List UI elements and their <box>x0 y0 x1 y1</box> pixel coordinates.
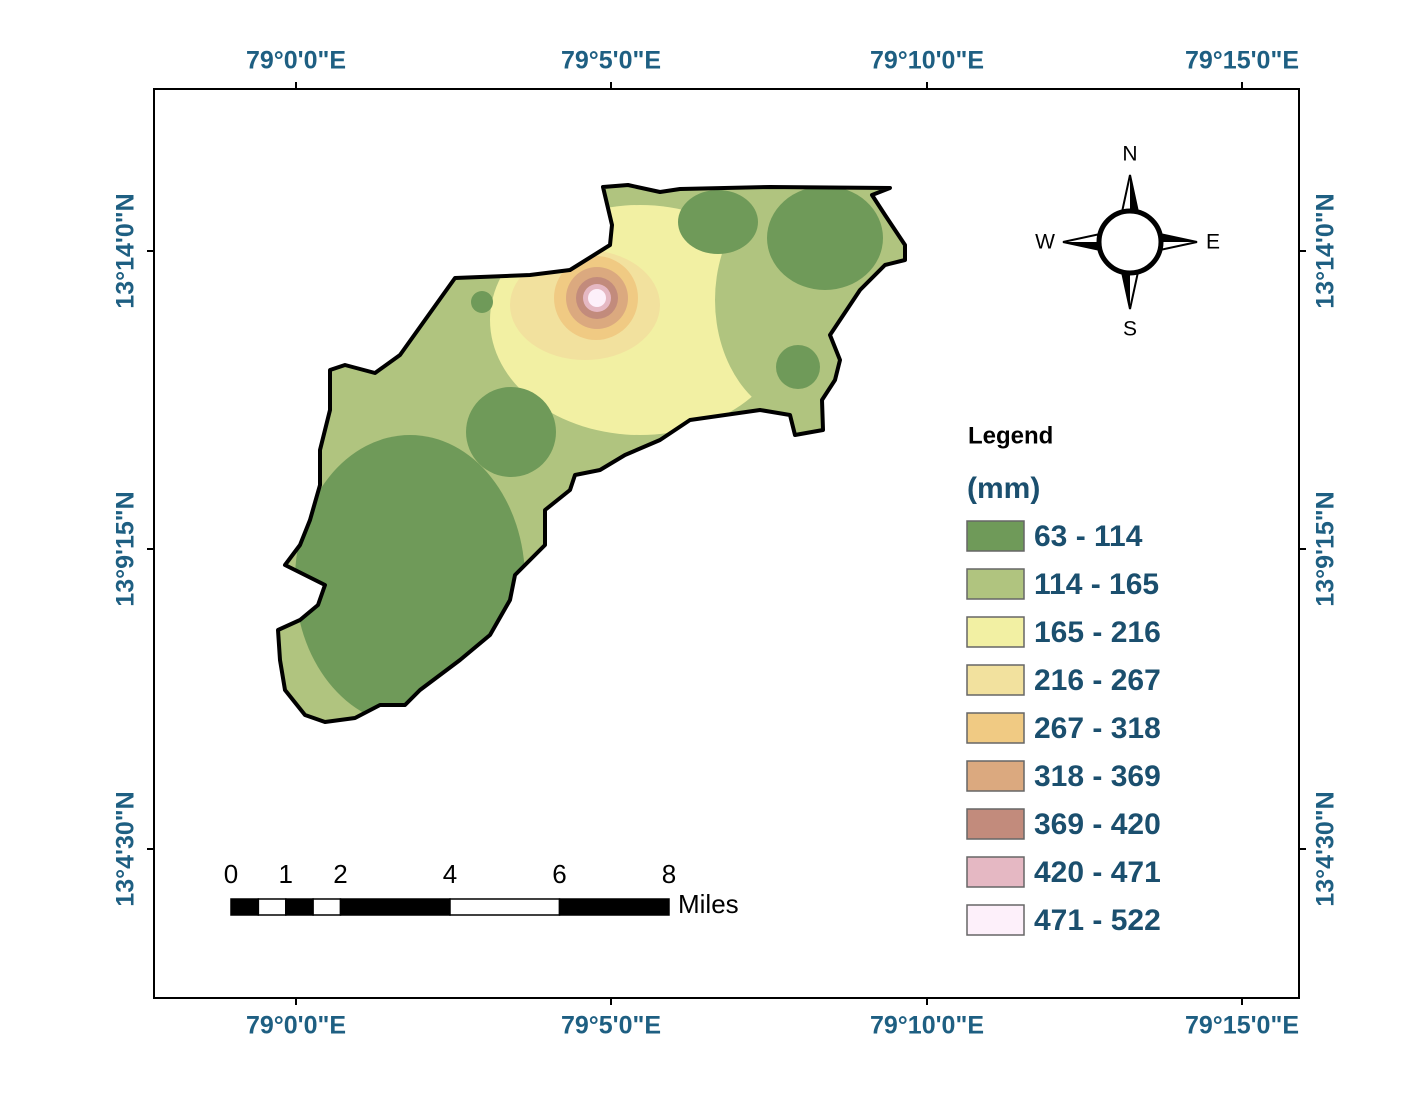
latitude-label: 13°4'30"N <box>112 791 140 906</box>
zone <box>466 387 556 477</box>
legend-swatch <box>966 904 1025 936</box>
zone <box>588 289 606 307</box>
zone <box>678 190 758 254</box>
latitude-label: 13°14'0"N <box>1312 193 1340 308</box>
scale-label: 0 <box>224 859 238 889</box>
longitude-label: 79°0'0"E <box>246 1012 346 1040</box>
longitude-label: 79°5'0"E <box>561 47 661 75</box>
longitude-label: 79°10'0"E <box>870 1012 984 1040</box>
scale-segment <box>339 898 451 916</box>
legend-label: 318 - 369 <box>1034 760 1161 793</box>
legend-title: Legend <box>968 422 1053 449</box>
legend-swatch <box>966 760 1025 792</box>
scale-segment <box>230 898 260 916</box>
zone <box>776 345 820 389</box>
latitude-label: 13°9'15"N <box>112 491 140 606</box>
rainfall-surface <box>278 185 905 722</box>
legend-label: 369 - 420 <box>1034 808 1161 841</box>
legend-swatch <box>966 856 1025 888</box>
latitude-label: 13°9'15"N <box>1312 491 1340 606</box>
compass-label: S <box>1123 318 1137 341</box>
scale-segment <box>285 898 314 916</box>
legend-swatch <box>966 664 1025 696</box>
latitude-label: 13°4'30"N <box>1312 791 1340 906</box>
legend-label: 63 - 114 <box>1034 520 1143 553</box>
legend-swatch <box>966 520 1025 552</box>
zone <box>767 186 883 290</box>
scale-label: 2 <box>333 859 347 889</box>
zone <box>295 435 525 722</box>
longitude-label: 79°10'0"E <box>870 47 984 75</box>
scale-segment <box>449 898 561 916</box>
legend-swatch <box>966 808 1025 840</box>
scale-label: 4 <box>443 859 457 889</box>
legend-label: 216 - 267 <box>1034 664 1161 697</box>
scale-segment <box>312 898 342 916</box>
compass-label: N <box>1122 143 1137 166</box>
legend-swatch <box>966 568 1025 600</box>
legend-swatch <box>966 712 1025 744</box>
scale-label: 6 <box>552 859 566 889</box>
scale-segment <box>558 898 670 916</box>
compass-label: E <box>1206 231 1220 254</box>
map-frame <box>153 88 1300 999</box>
compass-label: W <box>1035 231 1055 254</box>
legend-label: 114 - 165 <box>1034 568 1159 601</box>
legend-label: 420 - 471 <box>1034 856 1161 889</box>
legend-label: 165 - 216 <box>1034 616 1161 649</box>
longitude-label: 79°15'0"E <box>1185 1012 1299 1040</box>
scale-label: 1 <box>279 859 293 889</box>
legend-label: 471 - 522 <box>1034 904 1161 937</box>
legend-unit: (mm) <box>967 472 1040 505</box>
scale-unit: Miles <box>678 889 739 919</box>
longitude-label: 79°0'0"E <box>246 47 346 75</box>
longitude-label: 79°5'0"E <box>561 1012 661 1040</box>
scale-label: 8 <box>662 859 676 889</box>
legend-swatch <box>966 616 1025 648</box>
longitude-label: 79°15'0"E <box>1185 47 1299 75</box>
north-arrow: N S W E <box>1035 143 1220 341</box>
zone <box>471 291 493 313</box>
legend-label: 267 - 318 <box>1034 712 1161 745</box>
scale-segment <box>257 898 287 916</box>
latitude-label: 13°14'0"N <box>112 193 140 308</box>
